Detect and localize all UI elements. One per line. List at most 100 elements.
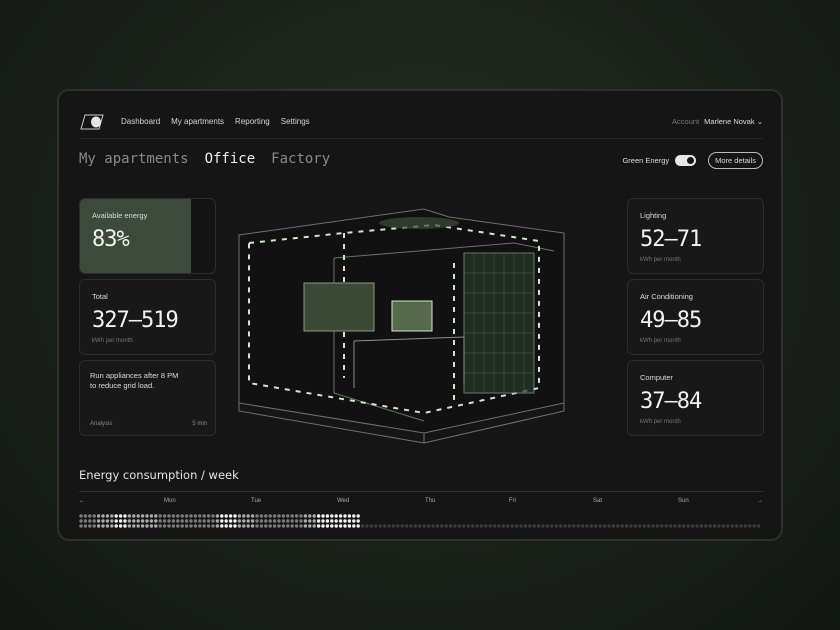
consumption-dot (510, 524, 514, 528)
card-label: Lighting (640, 211, 667, 220)
consumption-dot (356, 524, 360, 528)
consumption-dot (594, 524, 598, 528)
consumption-dot (167, 524, 171, 528)
consumption-dot (325, 519, 330, 523)
consumption-dot (198, 519, 202, 523)
consumption-dot (158, 514, 162, 518)
consumption-dot (114, 519, 118, 523)
consumption-dot (193, 524, 198, 528)
consumption-dot (294, 519, 299, 523)
consumption-dot (290, 519, 294, 523)
lighting-card: Lighting 52–71 kWh per month (627, 198, 764, 274)
consumption-dot (171, 519, 176, 523)
consumption-dot (215, 524, 220, 528)
consumption-dot (206, 519, 211, 523)
nav-dashboard[interactable]: Dashboard (121, 117, 161, 126)
green-energy-label: Green Energy (622, 156, 670, 165)
consumption-dot (418, 524, 422, 528)
consumption-dot (620, 524, 624, 528)
consumption-dot (466, 524, 470, 528)
consumption-dot (215, 519, 220, 523)
tab-my-apartments[interactable]: My apartments (79, 151, 189, 167)
consumption-dot (748, 524, 752, 528)
consumption-dot (202, 519, 206, 523)
card-label: Available energy (92, 211, 148, 220)
consumption-dot (290, 514, 294, 518)
nav-reporting[interactable]: Reporting (235, 117, 270, 126)
consumption-dot (330, 514, 334, 518)
consumption-dot (347, 524, 352, 528)
consumption-dot (110, 519, 114, 523)
consumption-dot (299, 519, 303, 523)
consumption-dot (123, 519, 127, 523)
consumption-dot (501, 524, 506, 528)
consumption-dot (576, 524, 580, 528)
consumption-dot (338, 514, 343, 518)
consumption-dot (184, 514, 189, 518)
card-value: 37–84 (640, 389, 702, 414)
nav-my-apartments[interactable]: My apartments (171, 117, 225, 126)
consumption-dot (127, 519, 132, 523)
consumption-dot (347, 514, 352, 518)
consumption-dot (118, 519, 123, 523)
consumption-dot (391, 524, 396, 528)
consumption-dot (228, 514, 233, 518)
consumption-dot (176, 519, 180, 523)
green-energy-toggle[interactable] (675, 155, 697, 166)
consumption-dot (572, 524, 576, 528)
consumption-dot (114, 524, 118, 528)
consumption-dot (127, 514, 132, 518)
consumption-dot (162, 514, 167, 518)
analysis-card[interactable]: Run appliances after 8 PM to reduce grid … (79, 360, 216, 436)
consumption-dot (101, 514, 105, 518)
analysis-duration: 5 min (192, 421, 207, 427)
consumption-dot (488, 524, 492, 528)
consumption-dot (132, 524, 136, 528)
consumption-dot (308, 519, 312, 523)
consumption-dot (281, 514, 286, 518)
consumption-dot (145, 514, 149, 518)
consumption-dot (695, 524, 699, 528)
consumption-dot (79, 524, 83, 528)
card-unit: kWh per month (640, 419, 681, 425)
consumption-dot (431, 524, 435, 528)
consumption-dot (303, 514, 308, 518)
consumption-dot (193, 514, 198, 518)
consumption-dot (343, 519, 347, 523)
consumption-dot (246, 519, 250, 523)
computer-card: Computer 37–84 kWh per month (627, 360, 764, 436)
consumption-dot (347, 519, 352, 523)
logo-icon[interactable] (79, 113, 105, 131)
tab-office[interactable]: Office (204, 151, 256, 167)
consumption-dot (206, 514, 211, 518)
prev-week-arrow-icon[interactable]: ← (79, 498, 85, 504)
consumption-dot (704, 524, 708, 528)
account-name: Marlene Novak (704, 117, 755, 126)
consumption-dot (343, 524, 347, 528)
next-week-arrow-icon[interactable]: → (757, 498, 763, 504)
more-details-button[interactable]: More details (708, 152, 763, 169)
consumption-dot (149, 524, 154, 528)
consumption-dot (118, 514, 123, 518)
consumption-dot (83, 514, 88, 518)
consumption-dot (514, 524, 519, 528)
consumption-dot (96, 514, 101, 518)
consumption-dot (589, 524, 594, 528)
consumption-dot (360, 524, 365, 528)
nav-settings[interactable]: Settings (280, 117, 310, 126)
tab-factory[interactable]: Factory (271, 151, 331, 167)
consumption-dot (277, 514, 281, 518)
consumption-dot (338, 524, 343, 528)
day-label-fri: Fri (509, 498, 516, 504)
account-menu[interactable]: Account Marlene Novak ⌄ (672, 117, 763, 126)
consumption-dot (105, 519, 110, 523)
card-value: 49–85 (640, 308, 702, 333)
consumption-dot (228, 519, 233, 523)
consumption-dot (162, 524, 167, 528)
consumption-dot (550, 524, 554, 528)
consumption-dot (79, 519, 83, 523)
consumption-dot (462, 524, 466, 528)
day-label-sat: Sat (593, 498, 603, 504)
consumption-dot (158, 519, 162, 523)
consumption-dot (686, 524, 690, 528)
